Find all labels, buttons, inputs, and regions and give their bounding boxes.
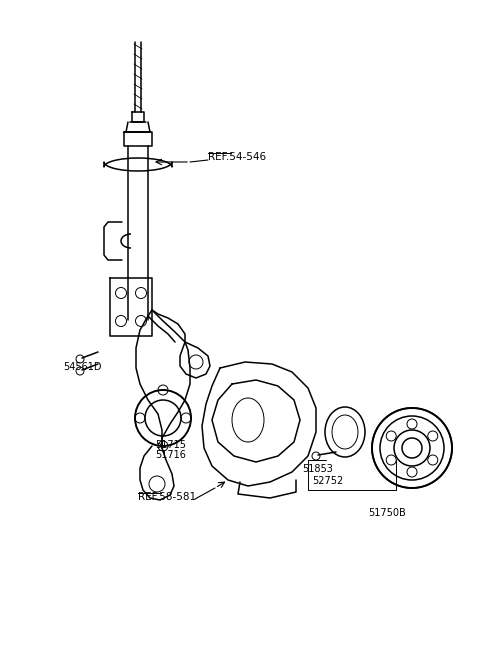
Text: REF.58-581: REF.58-581 (138, 492, 196, 502)
Text: 52752: 52752 (312, 476, 343, 486)
Text: REF.54-546: REF.54-546 (208, 152, 266, 162)
Text: 51716: 51716 (155, 450, 186, 460)
Text: 54561D: 54561D (63, 362, 101, 372)
Text: 51853: 51853 (302, 464, 333, 474)
Text: 51750B: 51750B (368, 508, 406, 518)
Text: 51715: 51715 (155, 440, 186, 450)
